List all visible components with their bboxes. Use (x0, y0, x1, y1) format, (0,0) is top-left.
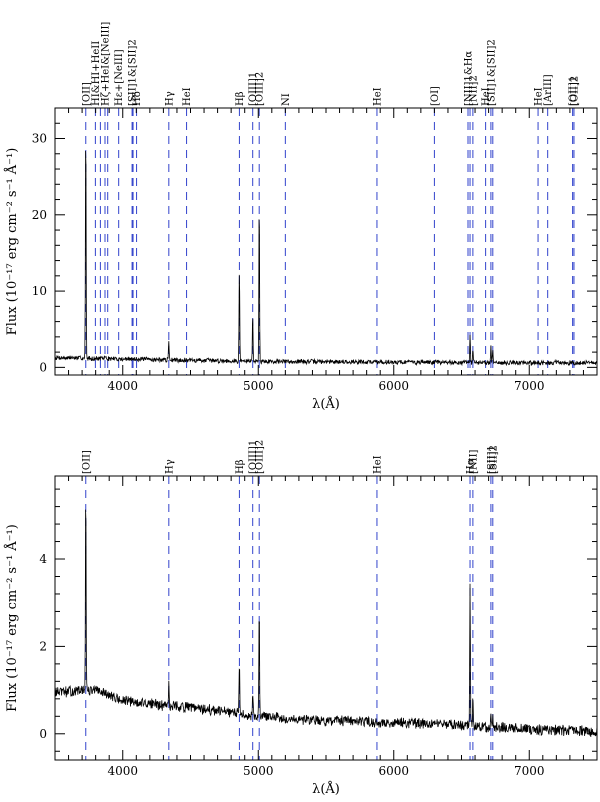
line-label-8: [SII]1 (486, 445, 497, 474)
line-label-17: [NII]1&Hα (464, 51, 475, 106)
spectrum-trace (55, 509, 597, 738)
line-label-9: [SII]2 (488, 445, 499, 474)
y-tick-label-0: 0 (39, 360, 47, 374)
x-tick-label-2: 6000 (378, 379, 409, 393)
line-label-12: [OIII]1 (248, 72, 259, 106)
line-label-20: HeI (481, 87, 492, 106)
line-label-1: HI&HI+HeII (91, 41, 102, 106)
x-tick-label-1: 5000 (243, 764, 274, 778)
line-label-7: [NII] (468, 449, 479, 474)
line-label-15: HeI (372, 87, 383, 106)
x-tick-label-2: 6000 (378, 764, 409, 778)
y-tick-label-2: 20 (32, 208, 47, 222)
line-label-1: Hγ (164, 459, 175, 474)
line-label-2: Hβ (235, 459, 246, 474)
x-axis-label: λ(Å) (312, 781, 340, 797)
y-axis-label: Flux (10⁻¹⁷ erg cm⁻² s⁻¹ Å⁻¹) (4, 148, 20, 336)
y-tick-label-0: 0 (39, 727, 47, 741)
bottom-spectrum-panel: [OII] Hγ Hβ [OIII]1[OIII]2 HeI Hα[NII] [SII]1[… (4, 440, 598, 797)
y-axis-label: Flux (10⁻¹⁷ erg cm⁻² s⁻¹ Å⁻¹) (4, 524, 20, 712)
line-label-21: [SII]1&[SII]2 (486, 39, 497, 106)
line-label-23: HeI (534, 87, 545, 106)
x-axis-label: λ(Å) (312, 396, 340, 412)
line-label-6: [SII]1&[SII]2 (128, 39, 139, 106)
line-label-3: Hζ+HeI&[NeIII] (100, 22, 111, 106)
line-label-13: [OIII]2 (255, 72, 266, 106)
x-tick-label-1: 5000 (243, 379, 274, 393)
line-label-25: [OII]1 (568, 76, 579, 106)
line-label-10: HeI (182, 87, 193, 106)
x-tick-label-3: 7000 (514, 764, 545, 778)
y-tick-label-1: 2 (39, 639, 47, 653)
line-label-19: [NII]2 (468, 75, 479, 106)
line-label-14: NI (281, 93, 292, 106)
line-label-5: Hε+[NeIII] (114, 49, 125, 106)
y-tick-label-2: 4 (39, 552, 47, 566)
x-tick-label-0: 4000 (107, 379, 138, 393)
line-label-5: HeI (372, 455, 383, 474)
x-tick-label-3: 7000 (514, 379, 545, 393)
plot-frame (54, 475, 598, 761)
line-label-3: [OIII]1 (248, 440, 259, 474)
y-tick-label-1: 10 (32, 284, 47, 298)
line-label-11: Hβ (235, 91, 246, 106)
line-label-4: [OIII]2 (255, 440, 266, 474)
line-label-0: [OII] (81, 82, 92, 106)
line-label-16: [OI] (430, 86, 441, 106)
x-tick-label-0: 4000 (107, 764, 138, 778)
y-tick-label-3: 30 (32, 132, 47, 146)
line-label-26: [OII]2 (569, 76, 580, 106)
line-label-24: [ArIII] (543, 74, 554, 106)
line-label-8: Hδ (132, 91, 143, 106)
line-label-6: Hα (466, 458, 477, 474)
spectrum-trace (55, 150, 597, 367)
line-label-9: Hγ (164, 91, 175, 106)
line-label-0: [OII] (81, 450, 92, 474)
